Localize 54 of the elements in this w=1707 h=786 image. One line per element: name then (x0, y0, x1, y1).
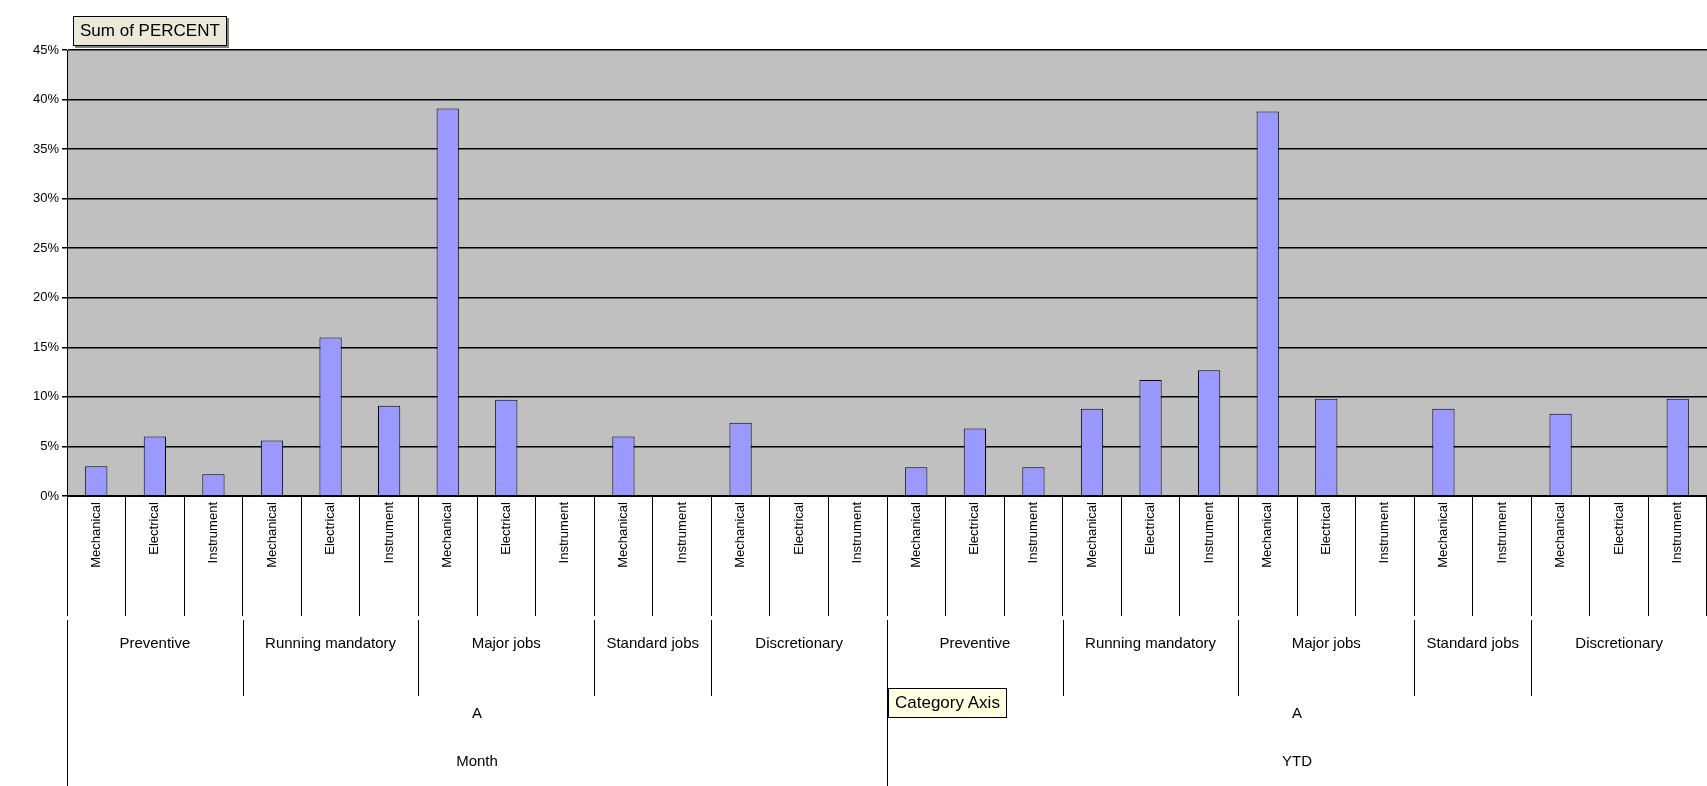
x-tick-label: Electrical (1610, 501, 1626, 555)
x-tick-label: Instrument (849, 501, 865, 564)
x-tick-label: Mechanical (87, 501, 103, 568)
x-tick-label: Electrical (322, 501, 338, 555)
x-tick-label: Mechanical (615, 501, 631, 568)
y-tick-label: 15% (32, 338, 60, 354)
x-tick-label: Mechanical (907, 501, 923, 568)
text: Major jobs (471, 634, 541, 651)
x-tick-label: Instrument (1493, 501, 1509, 564)
x-tick-label: Instrument (1376, 501, 1392, 564)
x-tick-label: Mechanical (1552, 501, 1568, 568)
text: A (471, 704, 482, 721)
x-tick-label: Instrument (380, 501, 396, 564)
text: Discretionary (1575, 634, 1663, 651)
x-tick-label: Electrical (497, 501, 513, 555)
text: Running mandatory (265, 634, 397, 651)
text: Standard jobs (1426, 634, 1519, 651)
x-tick-label: Electrical (146, 501, 162, 555)
text: Month (456, 752, 498, 769)
x-tick-label: Mechanical (1435, 501, 1451, 568)
x-tick-label: Electrical (1317, 501, 1333, 555)
text: Category Axis (888, 688, 1007, 718)
text: Discretionary (755, 634, 843, 651)
y-tick-label: 5% (40, 438, 60, 454)
x-tick-label: Mechanical (263, 501, 279, 568)
x-tick-label: Instrument (556, 501, 572, 564)
x-tick-label: Electrical (790, 501, 806, 555)
chart-title: Sum of PERCENT (73, 16, 227, 46)
x-tick-label: Mechanical (732, 501, 748, 568)
x-tick-label: Instrument (1025, 501, 1041, 564)
text: A (1291, 704, 1302, 721)
y-tick-label: 35% (32, 140, 60, 156)
x-tick-label: Mechanical (1259, 501, 1275, 568)
text: Preventive (119, 634, 191, 651)
y-tick-label: 40% (32, 91, 60, 107)
text: Major jobs (1291, 634, 1361, 651)
text: Running mandatory (1085, 634, 1217, 651)
x-tick-label: Instrument (1669, 501, 1685, 564)
text: Preventive (939, 634, 1011, 651)
y-tick-label: 25% (32, 239, 60, 255)
x-tick-label: Instrument (1200, 501, 1216, 564)
y-tick-label: 20% (32, 289, 60, 305)
y-tick-label: 45% (32, 41, 60, 57)
y-tick-label: 10% (32, 388, 60, 404)
x-tick-label: Instrument (673, 501, 689, 564)
x-tick-label: Electrical (1142, 501, 1158, 555)
x-tick-label: Mechanical (1083, 501, 1099, 568)
x-tick-label: Electrical (966, 501, 982, 555)
text: YTD (1282, 752, 1312, 769)
y-tick-label: 30% (32, 190, 60, 206)
y-tick-label: 0% (40, 487, 60, 503)
x-tick-label: Mechanical (439, 501, 455, 568)
text: Standard jobs (606, 634, 699, 651)
x-tick-label: Instrument (205, 501, 221, 564)
